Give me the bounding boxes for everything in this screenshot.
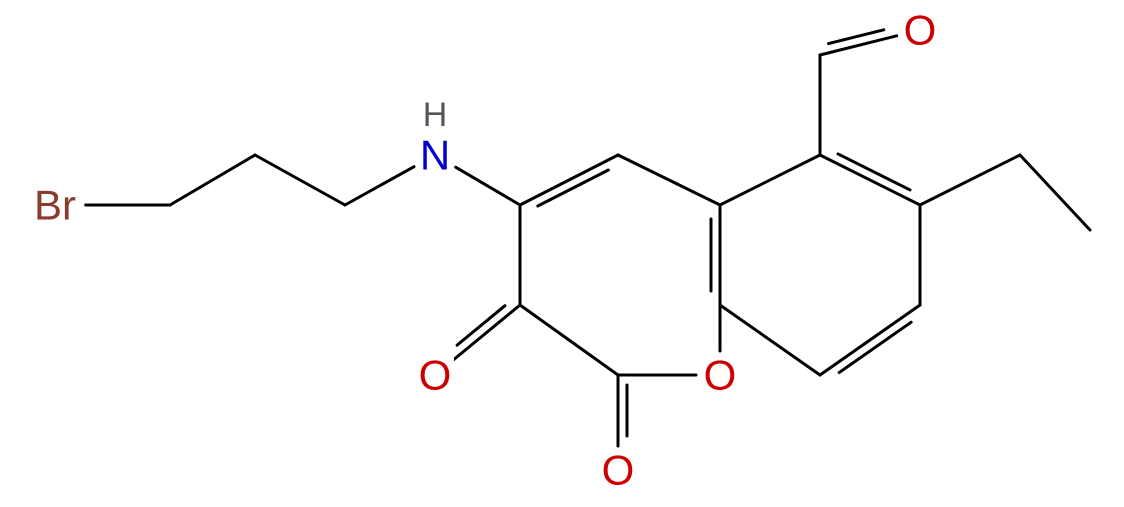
bond xyxy=(538,170,609,206)
bond xyxy=(720,155,820,205)
atom-label-o: O xyxy=(419,352,452,399)
bond xyxy=(820,305,920,375)
atom-label-br: Br xyxy=(34,182,76,229)
bond xyxy=(520,155,618,205)
bond xyxy=(838,154,910,190)
bond xyxy=(520,305,618,375)
atom-label-n: N xyxy=(420,132,450,179)
bond xyxy=(457,306,505,345)
bond xyxy=(618,155,720,205)
bond xyxy=(454,305,520,360)
bond xyxy=(170,155,255,205)
bond xyxy=(345,167,414,205)
atom-label-o: O xyxy=(904,7,937,54)
bond xyxy=(820,36,897,55)
bond xyxy=(456,167,520,205)
bond xyxy=(255,155,345,205)
bond xyxy=(820,155,920,205)
bond xyxy=(1020,155,1090,230)
atom-label-o: O xyxy=(602,447,635,494)
bond xyxy=(839,322,911,372)
molecule-diagram: Br NH O O O O xyxy=(0,0,1124,507)
atom-label-h: H xyxy=(423,96,448,134)
bond xyxy=(920,155,1020,205)
atom-label-o: O xyxy=(704,352,737,399)
